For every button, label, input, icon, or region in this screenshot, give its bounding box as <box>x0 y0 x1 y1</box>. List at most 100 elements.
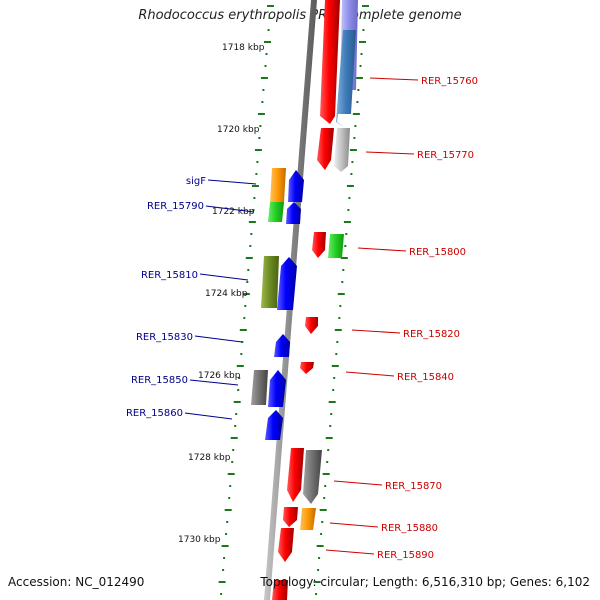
scale-tick <box>320 533 323 535</box>
scale-tick <box>254 149 262 151</box>
scale-tick <box>347 209 350 211</box>
gene-arrow[interactable] <box>287 448 304 502</box>
gene-label[interactable]: RER_15870 <box>385 481 442 492</box>
gene-arrow[interactable] <box>303 450 322 504</box>
gene-arrow[interactable] <box>272 580 288 600</box>
scale-tick <box>229 485 232 487</box>
gene-label[interactable]: RER_15760 <box>421 76 478 87</box>
genome-summary: Topology: circular; Length: 6,516,310 bp… <box>260 575 590 589</box>
gene-arrow[interactable] <box>274 334 290 357</box>
scale-tick <box>267 29 270 31</box>
scale-tick <box>224 509 232 511</box>
scale-tick <box>352 113 360 115</box>
gene-arrow[interactable] <box>328 234 344 258</box>
gene-arrow[interactable] <box>312 232 326 258</box>
scale-tick <box>343 221 351 223</box>
scale-tick <box>259 125 262 127</box>
gene-arrow[interactable] <box>283 507 298 527</box>
gene-arrow[interactable] <box>300 362 314 374</box>
gene-label[interactable]: RER_15830 <box>136 332 193 343</box>
scale-tick <box>245 257 253 259</box>
scale-tick <box>261 101 264 103</box>
gene-arrow[interactable] <box>277 257 297 310</box>
gene-label[interactable]: RER_15850 <box>131 375 188 386</box>
scale-tick <box>251 185 259 187</box>
scale-label: 1730 kbp <box>178 535 221 545</box>
gene-arrow[interactable] <box>300 508 316 530</box>
gene-arrow[interactable] <box>317 128 334 170</box>
scale-tick <box>255 173 258 175</box>
scale-tick <box>225 533 228 535</box>
gene-label[interactable]: RER_15860 <box>126 408 183 419</box>
gene-arrow[interactable] <box>334 128 350 172</box>
scale-tick <box>235 413 238 415</box>
scale-tick <box>349 149 357 151</box>
scale-tick <box>250 233 253 235</box>
scale-tick <box>322 473 330 475</box>
scale-tick <box>242 293 250 295</box>
gene-arrow[interactable] <box>336 30 356 127</box>
scale-tick <box>231 461 234 463</box>
scale-tick <box>260 77 268 79</box>
scale-tick <box>241 341 244 343</box>
scale-tick <box>248 221 256 223</box>
scale-tick <box>246 281 249 283</box>
gene-arrow[interactable] <box>288 170 304 202</box>
scale-tick <box>223 557 226 559</box>
scale-tick <box>333 377 336 379</box>
scale-tick <box>353 137 356 139</box>
scale-tick <box>359 65 362 67</box>
accession-text: Accession: NC_012490 <box>8 575 145 589</box>
scale-tick <box>221 545 229 547</box>
scale-tick <box>264 65 267 67</box>
gene-label[interactable]: RER_15890 <box>377 550 434 561</box>
gene-label[interactable]: sigF <box>186 176 206 187</box>
gene-arrow[interactable] <box>268 202 284 222</box>
scale-tick <box>237 389 240 391</box>
gene-label[interactable]: RER_15790 <box>147 201 204 212</box>
scale-tick <box>253 197 256 199</box>
scale-tick <box>256 161 259 163</box>
scale-tick <box>356 101 359 103</box>
gene-arrow[interactable] <box>261 256 279 308</box>
gene-label[interactable]: RER_15820 <box>403 329 460 340</box>
scale-tick <box>326 461 329 463</box>
scale-tick <box>323 497 326 499</box>
scale-tick <box>363 17 366 19</box>
scale-tick <box>232 449 235 451</box>
scale-label: 1728 kbp <box>188 453 231 463</box>
left-gene-labels: sigF RER_15790 RER_15810 RER_15830 RER_1… <box>126 176 206 419</box>
scale-tick <box>226 521 229 523</box>
scale-tick <box>362 29 365 31</box>
scale-label: 1718 kbp <box>222 43 265 53</box>
gene-arrow[interactable] <box>278 528 294 562</box>
gene-arrow[interactable] <box>305 317 318 334</box>
scale-tick <box>325 437 333 439</box>
scale-tick <box>332 389 335 391</box>
gene-arrow[interactable] <box>320 0 340 124</box>
scale-label: 1726 kbp <box>198 371 241 381</box>
gene-arrow[interactable] <box>265 410 283 440</box>
gene-arrow[interactable] <box>251 370 268 405</box>
gene-label[interactable]: RER_15840 <box>397 372 454 383</box>
scale-tick <box>218 581 226 583</box>
right-tick-row <box>313 5 369 595</box>
scale-tick <box>313 581 321 583</box>
scale-tick <box>233 401 241 403</box>
gene-arrow[interactable] <box>286 202 301 224</box>
scale-tick <box>321 521 324 523</box>
gene-label[interactable]: RER_15800 <box>409 247 466 258</box>
gene-label[interactable]: RER_15770 <box>417 150 474 161</box>
scale-tick <box>336 341 339 343</box>
gene-label[interactable]: RER_15880 <box>381 523 438 534</box>
scale-tick <box>359 41 366 43</box>
gene-label[interactable]: RER_15810 <box>141 270 198 281</box>
gene-arrow[interactable] <box>268 370 286 407</box>
scale-tick <box>346 185 354 187</box>
scale-tick <box>339 305 342 307</box>
scale-tick <box>262 89 265 91</box>
gene-arrow[interactable] <box>270 168 286 202</box>
scale-tick <box>227 473 235 475</box>
scale-tick <box>316 545 324 547</box>
right-gene-labels: RER_15760 RER_15770 RER_15800 RER_15820 … <box>377 76 478 561</box>
